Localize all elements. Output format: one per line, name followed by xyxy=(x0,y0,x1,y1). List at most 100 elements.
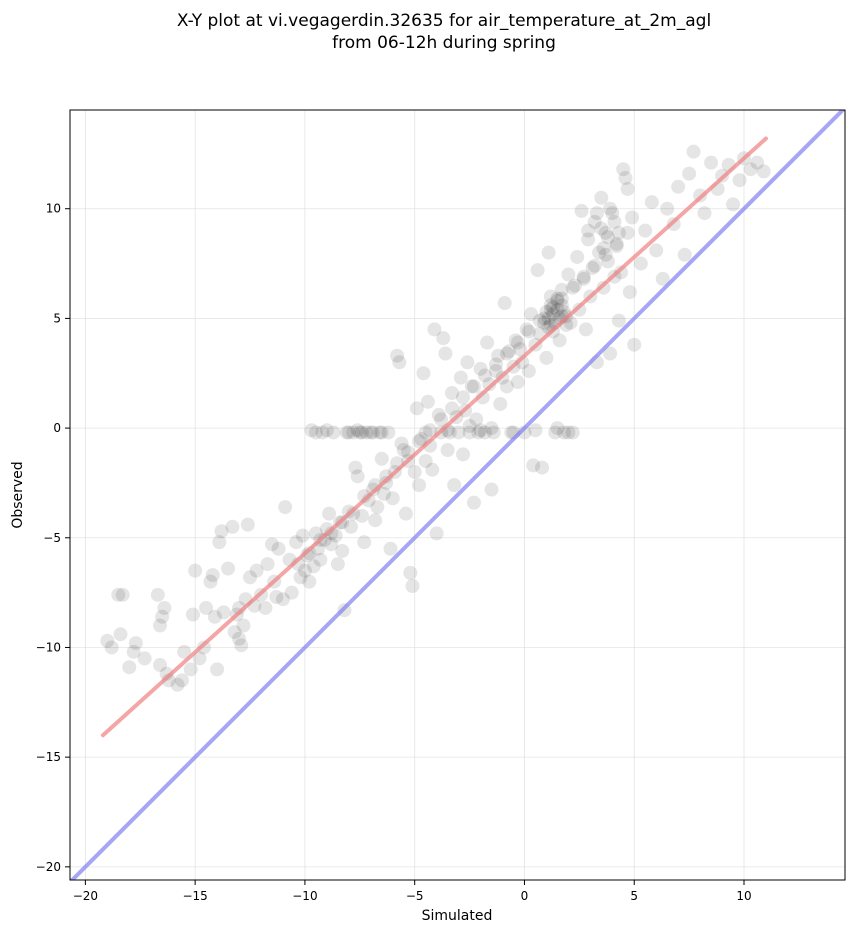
scatter-point xyxy=(302,574,317,589)
scatter-point xyxy=(677,247,692,262)
scatter-point xyxy=(407,464,422,479)
scatter-point xyxy=(188,563,203,578)
scatter-point xyxy=(445,401,460,416)
scatter-point xyxy=(183,662,198,677)
scatter-point xyxy=(455,447,470,462)
scatter-point xyxy=(438,346,453,361)
fit-line xyxy=(100,136,768,738)
scatter-point xyxy=(537,315,552,330)
scatter-point xyxy=(671,179,686,194)
scatter-point xyxy=(346,506,361,521)
scatter-point xyxy=(418,453,433,468)
scatter-point xyxy=(155,609,170,624)
scatter-point xyxy=(556,425,571,440)
scatter-point xyxy=(532,313,547,328)
scatter-point xyxy=(554,282,569,297)
scatter-point xyxy=(600,230,615,245)
scatter-point xyxy=(150,587,165,602)
scatter-point xyxy=(471,425,486,440)
scatter-point xyxy=(535,460,550,475)
scatter-point xyxy=(445,385,460,400)
x-tick-label: 5 xyxy=(630,889,638,903)
scatter-point xyxy=(543,289,558,304)
scatter-point xyxy=(115,587,130,602)
scatter-point xyxy=(488,357,503,372)
scatter-point xyxy=(328,528,343,543)
scatter-point xyxy=(368,513,383,528)
scatter-point xyxy=(385,491,400,506)
scatter-point xyxy=(236,618,251,633)
scatter-point xyxy=(486,425,501,440)
scatter-point xyxy=(697,206,712,221)
scatter-point xyxy=(460,355,475,370)
scatter-point xyxy=(431,407,446,422)
scatter-point xyxy=(429,526,444,541)
scatter-point xyxy=(587,258,602,273)
scatter-point xyxy=(655,271,670,286)
scatter-point xyxy=(348,460,363,475)
scatter-point xyxy=(565,280,580,295)
scatter-point xyxy=(477,368,492,383)
scatter-point xyxy=(405,579,420,594)
scatter-point xyxy=(354,508,369,523)
scatter-point xyxy=(359,425,374,440)
scatter-point xyxy=(491,348,506,363)
scatter-point xyxy=(552,333,567,348)
scatter-point xyxy=(550,291,565,306)
scatter-point xyxy=(594,190,609,205)
scatter-point xyxy=(620,225,635,240)
scatter-point xyxy=(554,298,569,313)
scatter-point xyxy=(743,162,758,177)
scatter-point xyxy=(572,302,587,317)
x-tick-label: 0 xyxy=(521,889,529,903)
scatter-point xyxy=(521,364,536,379)
scatter-point xyxy=(574,203,589,218)
scatter-point xyxy=(284,585,299,600)
scatter-point xyxy=(581,223,596,238)
scatter-point xyxy=(264,537,279,552)
scatter-point xyxy=(548,425,563,440)
scatter-point xyxy=(510,375,525,390)
scatter-point xyxy=(199,600,214,615)
scatter-point xyxy=(177,644,192,659)
scatter-point xyxy=(126,644,141,659)
scatter-point xyxy=(682,166,697,181)
x-tick-label: −5 xyxy=(406,889,424,903)
scatter-point xyxy=(484,482,499,497)
scatter-point xyxy=(350,423,365,438)
scatter-point xyxy=(614,265,629,280)
scatter-point xyxy=(381,425,396,440)
scatter-point xyxy=(611,313,626,328)
scatter-point xyxy=(232,631,247,646)
scatter-point xyxy=(170,677,185,692)
scatter-point xyxy=(576,271,591,286)
scatter-point xyxy=(341,425,356,440)
scatter-point xyxy=(482,377,497,392)
x-tick-label: −10 xyxy=(292,889,317,903)
scatter-point xyxy=(376,486,391,501)
scatter-point xyxy=(561,267,576,282)
scatter-point xyxy=(128,636,143,651)
scatter-point xyxy=(455,390,470,405)
scatter-point xyxy=(122,660,137,675)
scatter-point xyxy=(497,296,512,311)
scatter-point xyxy=(207,609,222,624)
scatter-point xyxy=(502,344,517,359)
scatter-point xyxy=(357,535,372,550)
scatter-point xyxy=(638,223,653,238)
scatter-point xyxy=(137,651,152,666)
y-tick-label: −5 xyxy=(43,531,61,545)
scatter-point xyxy=(416,366,431,381)
scatter-point xyxy=(598,247,613,262)
scatter-point xyxy=(473,423,488,438)
scatter-point xyxy=(488,364,503,379)
scatter-point xyxy=(625,210,640,225)
scatter-point xyxy=(499,379,514,394)
scatter-point xyxy=(469,412,484,427)
plot-frame xyxy=(69,109,846,881)
scatter-point xyxy=(530,263,545,278)
scatter-point xyxy=(409,401,424,416)
scatter-point xyxy=(440,443,455,458)
scatter-point xyxy=(374,451,389,466)
